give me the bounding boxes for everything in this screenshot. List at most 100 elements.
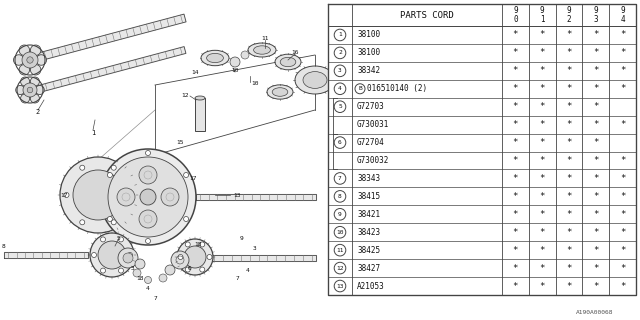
Text: 38342: 38342 xyxy=(357,66,380,75)
Text: *: * xyxy=(566,210,572,219)
Text: *: * xyxy=(566,66,572,75)
Ellipse shape xyxy=(272,88,288,96)
Circle shape xyxy=(111,165,116,170)
Circle shape xyxy=(19,45,29,55)
Text: G72704: G72704 xyxy=(357,138,385,147)
Circle shape xyxy=(73,170,123,220)
Text: 18: 18 xyxy=(195,242,202,246)
Circle shape xyxy=(19,65,29,75)
Text: B: B xyxy=(358,86,362,91)
Text: 38415: 38415 xyxy=(357,192,380,201)
Text: A190A00068: A190A00068 xyxy=(576,309,614,315)
Text: *: * xyxy=(566,228,572,237)
Text: *: * xyxy=(566,138,572,147)
Ellipse shape xyxy=(195,96,205,100)
Text: *: * xyxy=(593,246,598,255)
Polygon shape xyxy=(4,252,88,258)
Circle shape xyxy=(80,165,84,170)
Text: *: * xyxy=(513,228,518,237)
Text: *: * xyxy=(593,174,598,183)
Circle shape xyxy=(20,94,29,103)
Circle shape xyxy=(35,85,44,94)
Text: *: * xyxy=(566,48,572,57)
Circle shape xyxy=(123,253,133,263)
Text: 9: 9 xyxy=(566,6,572,15)
Text: *: * xyxy=(593,48,598,57)
Circle shape xyxy=(139,166,157,184)
Text: *: * xyxy=(566,264,572,273)
Circle shape xyxy=(135,259,145,269)
Circle shape xyxy=(108,217,113,221)
Circle shape xyxy=(127,193,132,197)
Ellipse shape xyxy=(201,50,229,66)
Text: 7: 7 xyxy=(338,176,342,181)
Text: 4: 4 xyxy=(620,15,625,24)
Text: 3: 3 xyxy=(131,266,135,270)
Ellipse shape xyxy=(295,66,335,94)
Text: *: * xyxy=(620,174,625,183)
Circle shape xyxy=(30,94,40,103)
Text: *: * xyxy=(593,282,598,291)
Text: 4: 4 xyxy=(146,286,150,292)
Text: 9: 9 xyxy=(540,6,545,15)
Text: *: * xyxy=(593,30,598,39)
Text: *: * xyxy=(620,156,625,165)
Text: 38100: 38100 xyxy=(357,48,380,57)
Text: *: * xyxy=(593,84,598,93)
Text: *: * xyxy=(513,210,518,219)
Text: 4: 4 xyxy=(246,268,250,274)
Polygon shape xyxy=(34,47,186,93)
Text: 2: 2 xyxy=(36,109,40,115)
Circle shape xyxy=(184,217,189,221)
Text: *: * xyxy=(513,264,518,273)
Text: 38421: 38421 xyxy=(357,210,380,219)
Circle shape xyxy=(177,239,213,275)
Text: A21053: A21053 xyxy=(357,282,385,291)
Text: 016510140 (2): 016510140 (2) xyxy=(367,84,427,93)
Circle shape xyxy=(27,57,33,63)
Text: *: * xyxy=(593,228,598,237)
Text: *: * xyxy=(513,120,518,129)
Circle shape xyxy=(159,274,167,282)
Text: *: * xyxy=(540,102,545,111)
Circle shape xyxy=(30,45,41,55)
Circle shape xyxy=(185,267,190,272)
Text: 38427: 38427 xyxy=(357,264,380,273)
Text: 38423: 38423 xyxy=(357,228,380,237)
Text: *: * xyxy=(593,210,598,219)
Text: G730031: G730031 xyxy=(357,120,389,129)
Text: 14: 14 xyxy=(191,69,199,75)
Circle shape xyxy=(108,157,188,237)
Text: *: * xyxy=(540,264,545,273)
Text: 1: 1 xyxy=(91,130,95,136)
Text: *: * xyxy=(593,156,598,165)
Circle shape xyxy=(140,189,156,205)
Text: 11: 11 xyxy=(261,36,269,41)
Ellipse shape xyxy=(280,57,296,67)
Text: 5: 5 xyxy=(116,236,120,241)
Ellipse shape xyxy=(275,54,301,70)
Text: *: * xyxy=(540,174,545,183)
Ellipse shape xyxy=(253,46,270,54)
Circle shape xyxy=(98,241,126,269)
Text: 12: 12 xyxy=(181,92,189,98)
Text: *: * xyxy=(540,120,545,129)
Text: 9: 9 xyxy=(338,212,342,217)
Text: *: * xyxy=(593,102,598,111)
Text: 17: 17 xyxy=(60,193,68,197)
Text: *: * xyxy=(513,84,518,93)
Text: *: * xyxy=(513,66,518,75)
Text: *: * xyxy=(540,138,545,147)
Ellipse shape xyxy=(248,43,276,57)
Text: 1: 1 xyxy=(338,32,342,37)
Text: *: * xyxy=(540,30,545,39)
Text: 2: 2 xyxy=(338,51,342,55)
Text: 7: 7 xyxy=(153,295,157,300)
Text: *: * xyxy=(593,192,598,201)
Text: *: * xyxy=(566,282,572,291)
Circle shape xyxy=(100,149,196,245)
Circle shape xyxy=(133,269,141,277)
Circle shape xyxy=(117,188,135,206)
Text: PARTS CORD: PARTS CORD xyxy=(400,11,454,20)
Text: 11: 11 xyxy=(336,248,344,253)
